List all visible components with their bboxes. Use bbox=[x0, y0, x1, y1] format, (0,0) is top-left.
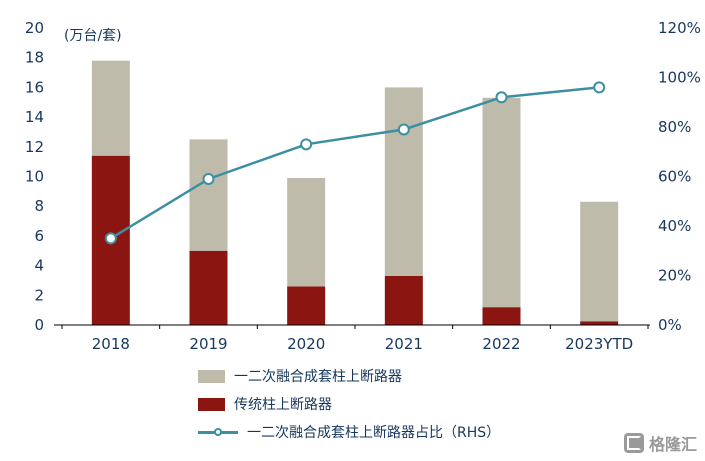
x-axis-category-label: 2021 bbox=[385, 335, 423, 353]
x-axis-category-label: 2020 bbox=[287, 335, 325, 353]
left-axis-tick-label: 4 bbox=[34, 257, 44, 275]
left-axis-tick-label: 0 bbox=[34, 316, 44, 334]
ratio-line-marker bbox=[104, 232, 117, 245]
legend-label-traditional-breaker: 传统柱上断路器 bbox=[234, 397, 332, 413]
bar-segment-fused bbox=[189, 139, 228, 251]
legend-swatch-traditional-breaker bbox=[198, 397, 225, 411]
legend-swatch-ratio-line bbox=[198, 428, 238, 436]
bar-segment-fused bbox=[580, 201, 619, 322]
bar-segment-fused bbox=[482, 97, 521, 308]
left-axis-tick-label: 20 bbox=[25, 19, 44, 37]
bar-segment-traditional bbox=[580, 321, 619, 325]
right-axis-tick-label: 60% bbox=[658, 168, 691, 186]
legend-label-ratio-line: 一二次融合成套柱上断路器占比（RHS） bbox=[247, 425, 501, 441]
left-axis-unit-label: (万台/套) bbox=[64, 28, 122, 44]
legend-item-ratio-line: 一二次融合成套柱上断路器占比（RHS） bbox=[198, 422, 500, 442]
bar-segment-fused bbox=[287, 177, 326, 287]
left-axis-tick-label: 16 bbox=[25, 78, 44, 96]
legend-item-fused-breaker: 一二次融合成套柱上断路器 bbox=[198, 366, 500, 386]
right-axis-tick-label: 40% bbox=[658, 217, 691, 235]
gelonghui-logo-icon bbox=[623, 433, 644, 453]
left-axis-tick-label: 10 bbox=[25, 168, 44, 186]
ratio-line-marker bbox=[593, 81, 606, 94]
right-axis-tick-label: 80% bbox=[658, 118, 691, 136]
watermark: 格隆汇 bbox=[623, 431, 697, 455]
left-axis-tick-label: 14 bbox=[25, 108, 44, 126]
right-axis-tick-label: 20% bbox=[658, 267, 691, 285]
left-axis-tick-label: 8 bbox=[34, 197, 44, 215]
chart-canvas: 0 2 4 6 8 10 12 14 16 18 20 0% 20% 40% 60% 80% 100% 120% (… bbox=[25, 19, 701, 353]
legend-item-traditional-breaker: 传统柱上断路器 bbox=[198, 394, 500, 414]
bar-segment-traditional bbox=[482, 307, 521, 325]
bar-segment-traditional bbox=[189, 250, 228, 325]
left-axis-tick-label: 2 bbox=[34, 286, 44, 304]
legend-label-fused-breaker: 一二次融合成套柱上断路器 bbox=[234, 369, 402, 385]
ratio-line-marker bbox=[397, 123, 410, 136]
ratio-line-marker bbox=[202, 172, 215, 185]
ratio-line bbox=[110, 86, 600, 240]
bar-segment-fused bbox=[384, 87, 423, 276]
ratio-line-marker bbox=[300, 138, 313, 151]
ratio-line-marker bbox=[495, 91, 508, 104]
line-marker-icon bbox=[214, 428, 222, 436]
watermark-text: 格隆汇 bbox=[648, 435, 697, 454]
bar-segment-fused bbox=[91, 60, 130, 156]
legend: 一二次融合成套柱上断路器 传统柱上断路器 一二次融合成套柱上断路器占比（RHS） bbox=[198, 366, 500, 442]
x-axis-category-label: 2023YTD bbox=[565, 335, 633, 353]
legend-swatch-fused-breaker bbox=[198, 369, 225, 383]
right-axis-tick-label: 100% bbox=[658, 69, 701, 87]
bar-segment-traditional bbox=[384, 275, 423, 325]
left-axis-tick-label: 6 bbox=[34, 227, 44, 245]
x-axis-category-label: 2022 bbox=[482, 335, 520, 353]
x-axis-category-label: 2018 bbox=[92, 335, 130, 353]
x-axis-category-label: 2019 bbox=[189, 335, 227, 353]
right-axis-tick-label: 120% bbox=[658, 19, 701, 37]
right-axis-tick-label: 0% bbox=[658, 316, 682, 334]
left-axis-tick-label: 12 bbox=[25, 138, 44, 156]
bar-segment-traditional bbox=[287, 286, 326, 325]
left-axis-tick-label: 18 bbox=[25, 49, 44, 67]
